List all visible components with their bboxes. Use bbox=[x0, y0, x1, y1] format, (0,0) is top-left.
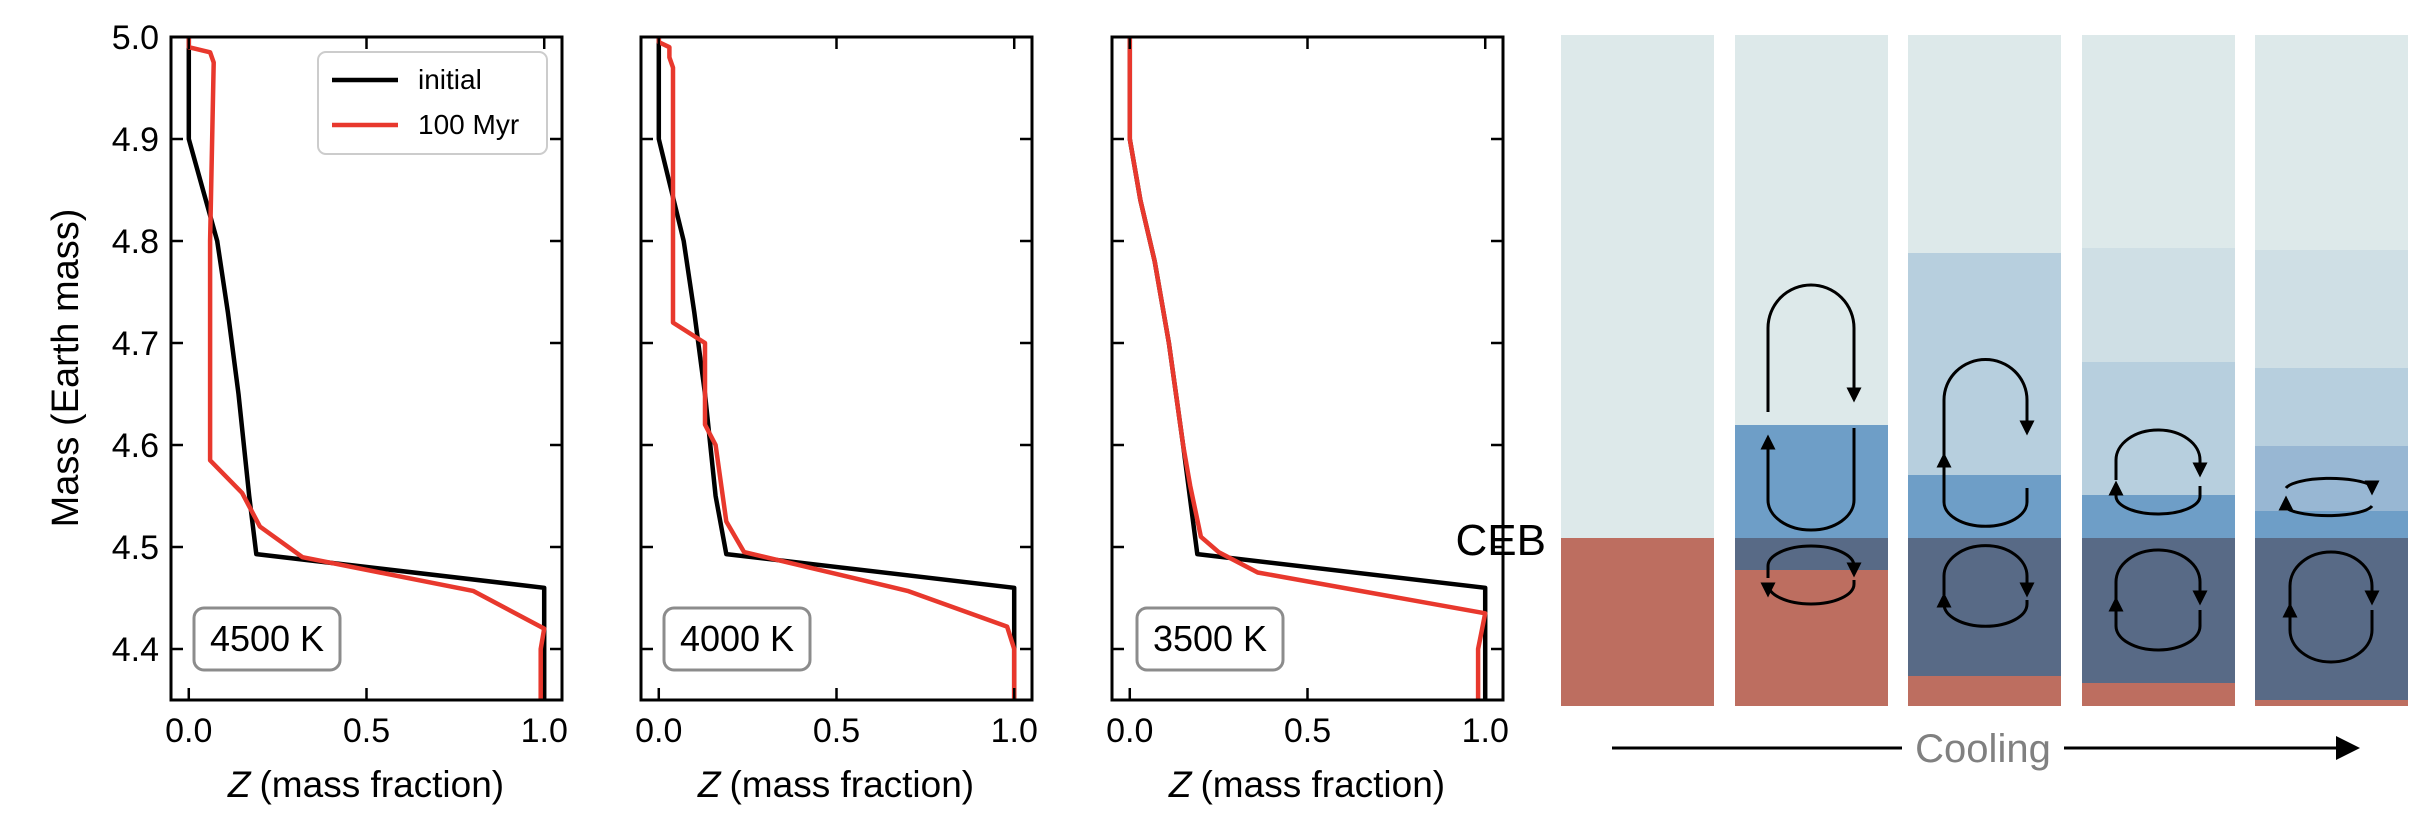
x-axis-label: Z (mass fraction) bbox=[697, 764, 974, 805]
legend-box bbox=[317, 51, 548, 155]
x-axis-label-z: Z bbox=[697, 764, 722, 805]
envelope-layer bbox=[1908, 35, 2061, 253]
convection-cell bbox=[1766, 544, 1862, 578]
ceb-label: CEB bbox=[1456, 516, 1546, 565]
y-tick-label: 4.5 bbox=[112, 529, 159, 567]
temperature-badge bbox=[662, 606, 812, 672]
mixed-layer-light bbox=[2082, 362, 2235, 495]
temperature-badge bbox=[1135, 606, 1285, 672]
schematic-column-2 bbox=[1735, 35, 1888, 706]
y-tick-label: 4.8 bbox=[112, 223, 159, 261]
x-tick-label: 0.0 bbox=[635, 712, 682, 750]
x-tick-label: 1.0 bbox=[991, 712, 1038, 750]
chart-panel-4500k: 0.0 0.5 1.0 4.4 4.5 4.6 4.7 4.8 4.9 5.0 initial 1… bbox=[45, 19, 568, 805]
mixed-layer-pale bbox=[2082, 248, 2235, 362]
y-tick-label: 5.0 bbox=[112, 19, 159, 57]
deep-layer bbox=[1908, 538, 2061, 676]
legend-label-initial: initial bbox=[418, 64, 482, 95]
convection-cell bbox=[2108, 480, 2202, 516]
convection-cell bbox=[2284, 476, 2380, 496]
rock-core-layer bbox=[1735, 570, 1888, 706]
mixed-layer bbox=[1908, 475, 2061, 538]
convection-cell bbox=[2278, 495, 2374, 518]
schematic-column-4 bbox=[2082, 35, 2235, 706]
series-line-initial bbox=[1127, 37, 1488, 700]
x-axis-label-rest: (mass fraction) bbox=[729, 764, 974, 805]
mixed-layer-light bbox=[2255, 368, 2408, 446]
rock-core-layer bbox=[1908, 676, 2061, 706]
x-axis-label: Z (mass fraction) bbox=[227, 764, 504, 805]
deep-layer bbox=[2255, 538, 2408, 700]
convection-cell bbox=[2108, 596, 2202, 652]
x-tick-label: 0.5 bbox=[343, 712, 390, 750]
envelope-layer bbox=[1561, 35, 1714, 538]
x-tick-label: 0.0 bbox=[1106, 712, 1153, 750]
convection-cell bbox=[1760, 428, 1856, 532]
convection-cell bbox=[1760, 580, 1856, 606]
convection-cell bbox=[2288, 550, 2380, 620]
series-line-100myr bbox=[656, 37, 1017, 700]
y-tick-label: 4.4 bbox=[112, 631, 159, 669]
envelope-layer bbox=[2082, 35, 2235, 248]
convection-cell bbox=[1936, 592, 2029, 628]
convection-cell bbox=[1942, 358, 2035, 468]
chart-panel-4000k: 0.0 0.5 1.0 4000 K Z (mass fraction) bbox=[635, 35, 1038, 805]
series-line-initial bbox=[186, 37, 547, 700]
x-axis-label: Z (mass fraction) bbox=[1168, 764, 1445, 805]
x-tick-label: 0.5 bbox=[1284, 712, 1331, 750]
x-tick-label: 1.0 bbox=[521, 712, 568, 750]
y-tick-label: 4.7 bbox=[112, 325, 159, 363]
mixed-layer bbox=[1735, 425, 1888, 538]
envelope-layer bbox=[1735, 35, 1888, 425]
x-tick-label: 0.5 bbox=[813, 712, 860, 750]
rock-core-layer bbox=[2255, 700, 2408, 706]
schematic-column-3 bbox=[1908, 35, 2061, 706]
y-tick-label: 4.9 bbox=[112, 121, 159, 159]
convection-cell bbox=[2282, 602, 2374, 664]
convection-cell bbox=[2114, 428, 2208, 480]
rock-core-layer bbox=[2082, 683, 2235, 706]
chart-panel-3500k: 0.0 0.5 1.0 3500 K Z (mass fraction) bbox=[1106, 35, 1509, 805]
schematic: CEB Cooling bbox=[1456, 35, 2408, 771]
x-axis-label-z: Z bbox=[1168, 764, 1193, 805]
rock-core-layer bbox=[1561, 538, 1714, 706]
deep-layer bbox=[1735, 538, 1888, 570]
series-line-100myr bbox=[186, 37, 547, 700]
cooling-label: Cooling bbox=[1915, 727, 2051, 771]
convection-cell bbox=[2114, 548, 2208, 612]
schematic-column-5 bbox=[2255, 35, 2408, 706]
series-line-initial bbox=[656, 37, 1017, 700]
mixed-layer-pale bbox=[2255, 250, 2408, 368]
mixed-layer-light bbox=[1908, 253, 2061, 475]
convection-cell bbox=[1936, 452, 2029, 528]
envelope-layer bbox=[2255, 35, 2408, 250]
legend-label-100myr: 100 Myr bbox=[418, 109, 519, 140]
temperature-label: 4000 K bbox=[680, 618, 794, 659]
mixed-layer bbox=[2082, 495, 2235, 538]
series-line-100myr bbox=[1127, 37, 1488, 700]
x-tick-label: 1.0 bbox=[1462, 712, 1509, 750]
temperature-label: 4500 K bbox=[210, 618, 324, 659]
y-tick-label: 4.6 bbox=[112, 427, 159, 465]
x-axis-label-rest: (mass fraction) bbox=[259, 764, 504, 805]
x-tick-label: 0.0 bbox=[165, 712, 212, 750]
x-axis-label-z: Z bbox=[227, 764, 252, 805]
convection-cell bbox=[1942, 544, 2035, 598]
convection-cells bbox=[1760, 283, 2380, 664]
y-axis-label: Mass (Earth mass) bbox=[45, 209, 87, 528]
schematic-column-1 bbox=[1561, 35, 1714, 706]
convection-cell bbox=[1766, 283, 1862, 412]
temperature-badge bbox=[192, 606, 342, 672]
temperature-label: 3500 K bbox=[1153, 618, 1267, 659]
legend: initial 100 Myr bbox=[317, 51, 548, 155]
x-axis-label-rest: (mass fraction) bbox=[1200, 764, 1445, 805]
deep-layer bbox=[2082, 538, 2235, 683]
